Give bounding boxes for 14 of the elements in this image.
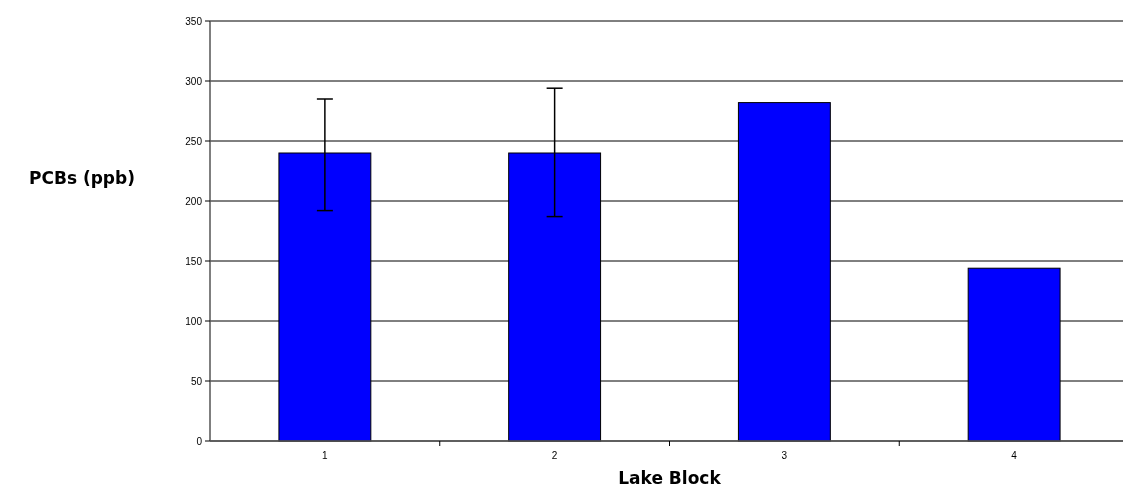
y-tick-label: 200: [185, 195, 203, 207]
y-tick-label: 150: [185, 255, 203, 267]
y-tick-label: 350: [185, 15, 203, 27]
x-tick-label: 3: [781, 450, 788, 461]
y-tick-label: 0: [196, 435, 203, 447]
y-tick-label: 50: [190, 375, 203, 387]
x-axis-title: Lake Block: [618, 468, 722, 488]
x-tick-label: 1: [322, 450, 329, 461]
y-tick-label: 250: [185, 135, 203, 147]
y-tick-label: 300: [185, 75, 203, 87]
y-axis-title: PCBs (ppb): [29, 168, 135, 188]
x-tick-label: 2: [551, 450, 558, 461]
x-tick-label: 4: [1011, 450, 1018, 461]
y-tick-label: 100: [185, 315, 203, 327]
